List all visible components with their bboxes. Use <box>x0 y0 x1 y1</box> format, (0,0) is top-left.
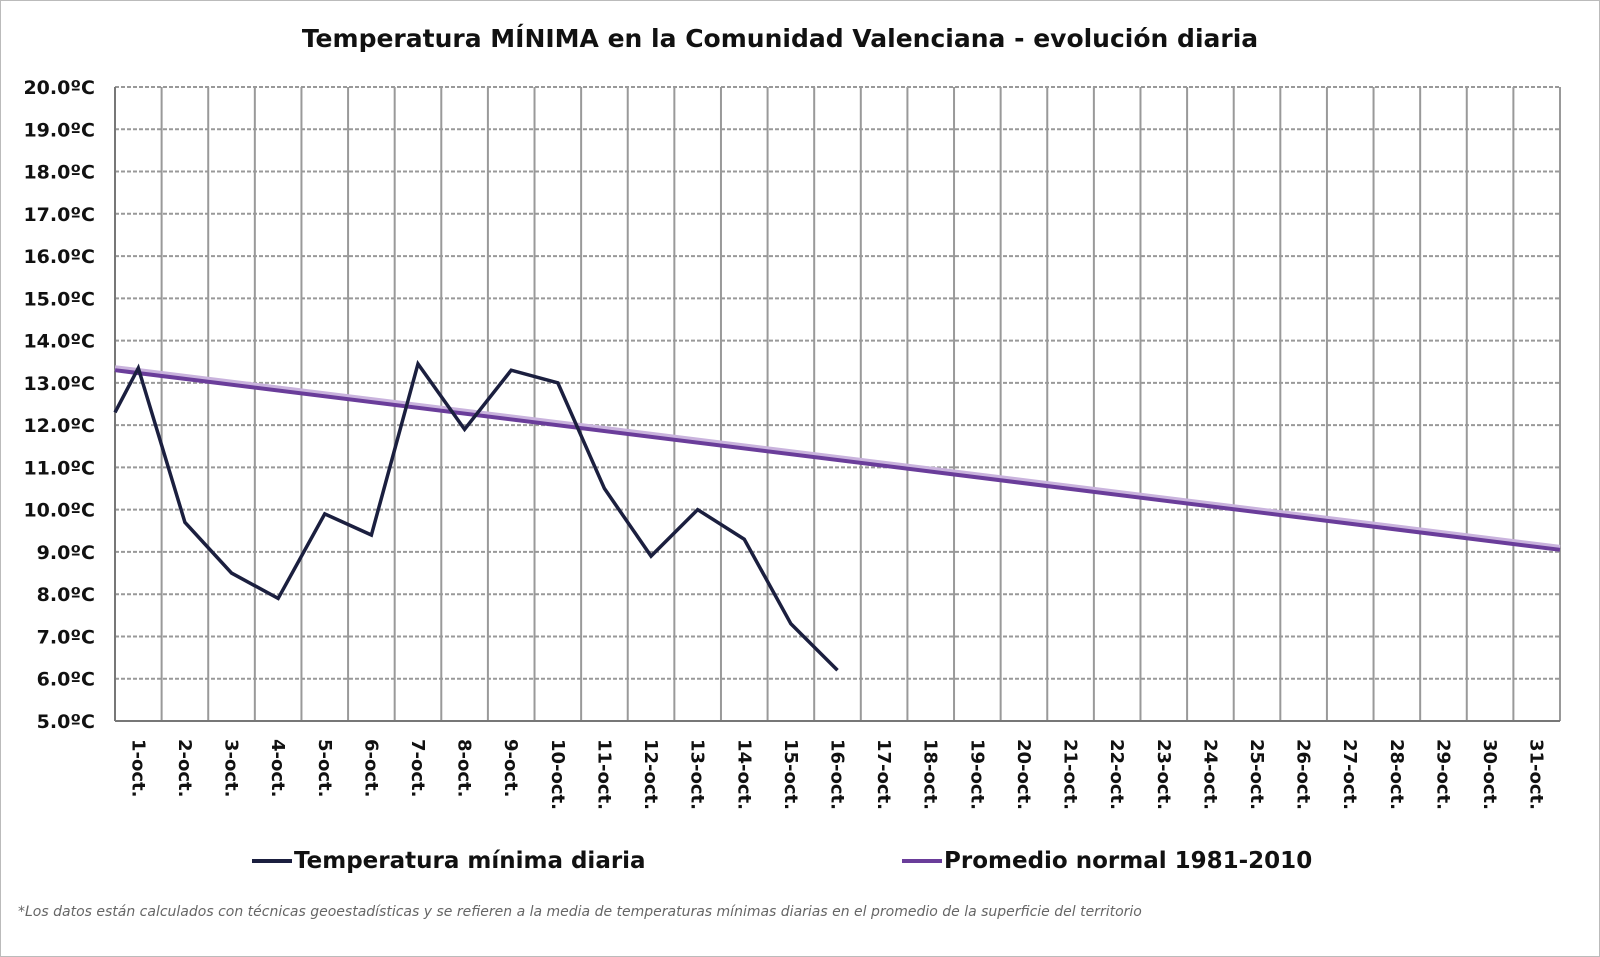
x-tick-label: 10-oct. <box>547 739 568 810</box>
y-tick-label: 17.0ºC <box>23 204 95 226</box>
x-tick-label: 24-oct. <box>1199 739 1220 810</box>
x-tick-label: 3-oct. <box>221 739 242 797</box>
x-tick-label: 5-oct. <box>314 739 335 797</box>
chart-title: Temperatura MÍNIMA en la Comunidad Valen… <box>301 24 1259 53</box>
x-tick-label: 21-oct. <box>1060 739 1081 810</box>
y-tick-label: 6.0ºC <box>37 669 95 691</box>
x-tick-label: 17-oct. <box>873 739 894 810</box>
y-tick-label: 14.0ºC <box>23 331 95 353</box>
x-tick-label: 8-oct. <box>454 739 475 797</box>
legend-label-normal: Promedio normal 1981-2010 <box>944 848 1313 874</box>
y-tick-label: 10.0ºC <box>23 500 95 522</box>
plot-area <box>115 87 1560 721</box>
x-tick-label: 26-oct. <box>1293 739 1314 810</box>
x-tick-label: 20-oct. <box>1013 739 1034 810</box>
x-tick-label: 25-oct. <box>1246 739 1267 810</box>
legend-item-normal: Promedio normal 1981-2010 <box>902 848 1312 874</box>
x-tick-label: 22-oct. <box>1106 739 1127 810</box>
y-tick-label: 16.0ºC <box>23 246 95 268</box>
y-tick-label: 11.0ºC <box>23 457 95 479</box>
x-tick-label: 9-oct. <box>500 739 521 797</box>
x-tick-label: 29-oct. <box>1432 739 1453 810</box>
x-tick-label: 23-oct. <box>1153 739 1174 810</box>
legend-item-min-temp: Temperatura mínima diaria <box>252 848 646 874</box>
x-tick-label: 30-oct. <box>1479 739 1500 810</box>
y-tick-label: 20.0ºC <box>23 77 95 99</box>
x-tick-label: 14-oct. <box>733 739 754 810</box>
footnote: *Los datos están calculados con técnicas… <box>18 904 1142 920</box>
x-tick-label: 4-oct. <box>267 739 288 797</box>
y-tick-label: 9.0ºC <box>37 542 95 564</box>
x-tick-label: 27-oct. <box>1339 739 1360 810</box>
y-tick-label: 12.0ºC <box>23 415 95 437</box>
legend-swatch-min-temp <box>252 859 292 863</box>
x-tick-label: 12-oct. <box>640 739 661 810</box>
x-tick-label: 31-oct. <box>1526 739 1547 810</box>
x-tick-label: 7-oct. <box>407 739 428 797</box>
x-tick-label: 2-oct. <box>174 739 195 797</box>
legend-swatch-normal <box>902 859 942 863</box>
x-tick-label: 16-oct. <box>827 739 848 810</box>
x-tick-label: 11-oct. <box>593 739 614 810</box>
y-tick-label: 8.0ºC <box>37 584 95 606</box>
y-tick-label: 19.0ºC <box>23 119 95 141</box>
y-tick-label: 5.0ºC <box>37 711 95 733</box>
x-tick-label: 1-oct. <box>127 739 148 797</box>
y-tick-label: 18.0ºC <box>23 162 95 184</box>
y-tick-label: 15.0ºC <box>23 288 95 310</box>
y-tick-label: 13.0ºC <box>23 373 95 395</box>
x-tick-label: 28-oct. <box>1386 739 1407 810</box>
x-tick-label: 13-oct. <box>687 739 708 810</box>
x-tick-label: 18-oct. <box>920 739 941 810</box>
x-tick-label: 6-oct. <box>360 739 381 797</box>
y-tick-label: 7.0ºC <box>37 626 95 648</box>
x-tick-label: 19-oct. <box>966 739 987 810</box>
legend-label-min-temp: Temperatura mínima diaria <box>294 848 646 874</box>
series-normal-line <box>114 368 1561 552</box>
x-tick-label: 15-oct. <box>780 739 801 810</box>
